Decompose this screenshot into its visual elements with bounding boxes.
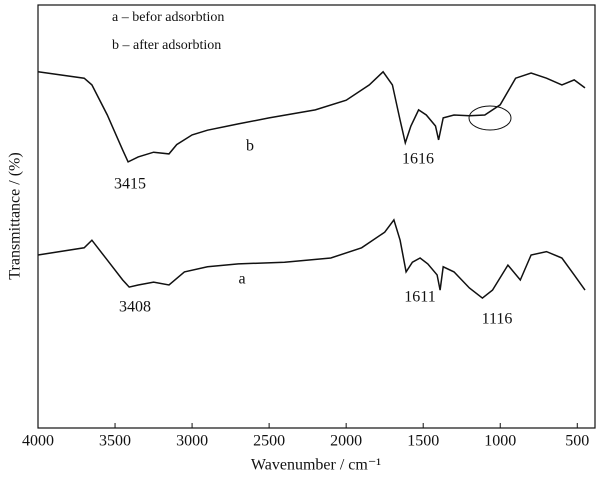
x-tick-label: 4000 xyxy=(22,433,54,450)
curve-label: a xyxy=(238,271,245,288)
legend-note: b – after adsorbtion xyxy=(112,38,221,53)
x-tick-label: 1500 xyxy=(407,433,439,450)
x-tick-label: 1000 xyxy=(484,433,516,450)
highlight-ellipse xyxy=(468,105,512,131)
peak-label: 1616 xyxy=(402,151,434,168)
peak-label: 1611 xyxy=(404,289,435,306)
peak-label: 3415 xyxy=(114,176,146,193)
x-tick-label: 500 xyxy=(565,433,589,450)
peak-label: 3408 xyxy=(119,299,151,316)
x-tick-label: 2500 xyxy=(253,433,285,450)
x-tick-label: 2000 xyxy=(330,433,362,450)
x-tick-label: 3000 xyxy=(176,433,208,450)
curve-label: b xyxy=(246,138,254,155)
peak-label: 1116 xyxy=(482,311,513,328)
spectrum-line xyxy=(37,218,586,300)
plot-frame xyxy=(37,4,596,429)
spectrum-line xyxy=(37,70,586,163)
legend-note: a – befor adsorbtion xyxy=(112,10,224,25)
x-axis-label: Wavenumber / cm⁻¹ xyxy=(251,457,381,474)
y-axis-label: Transmittance / (%) xyxy=(7,152,24,279)
x-tick-label: 3500 xyxy=(99,433,131,450)
